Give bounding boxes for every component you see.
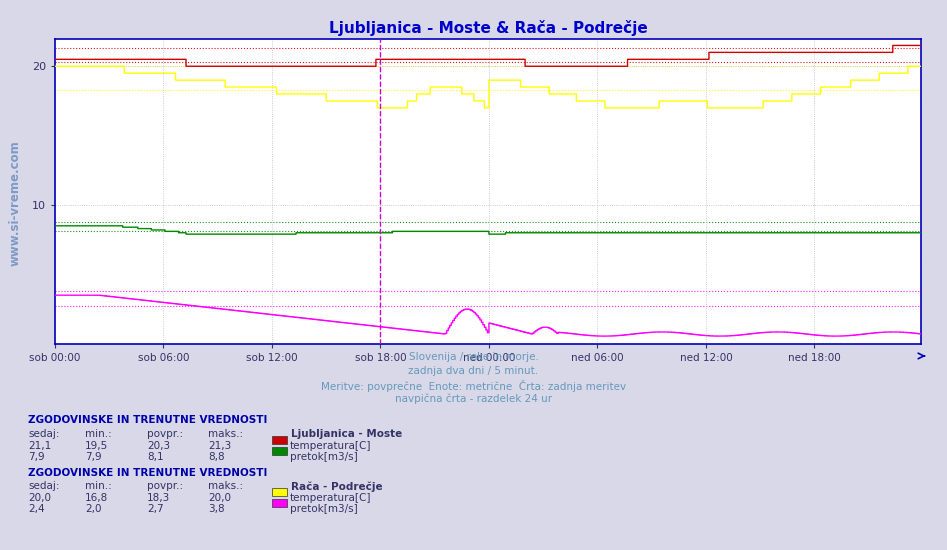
- Text: 20,3: 20,3: [147, 441, 170, 451]
- Text: 16,8: 16,8: [85, 493, 109, 503]
- Text: zadnja dva dni / 5 minut.: zadnja dva dni / 5 minut.: [408, 366, 539, 376]
- Text: 3,8: 3,8: [208, 504, 225, 514]
- Text: 8,1: 8,1: [147, 452, 164, 462]
- Text: www.si-vreme.com: www.si-vreme.com: [9, 141, 22, 266]
- Text: maks.:: maks.:: [208, 481, 243, 491]
- Text: temperatura[C]: temperatura[C]: [290, 493, 371, 503]
- Text: 20,0: 20,0: [28, 493, 51, 503]
- Title: Ljubljanica - Moste & Rača - Podrečje: Ljubljanica - Moste & Rača - Podrečje: [329, 20, 648, 36]
- Text: 20,0: 20,0: [208, 493, 231, 503]
- Text: sedaj:: sedaj:: [28, 481, 60, 491]
- Text: 21,3: 21,3: [208, 441, 232, 451]
- Text: 19,5: 19,5: [85, 441, 109, 451]
- Text: Slovenija / reke in morje.: Slovenija / reke in morje.: [408, 352, 539, 362]
- Text: 18,3: 18,3: [147, 493, 170, 503]
- Text: min.:: min.:: [85, 429, 112, 439]
- Text: navpična črta - razdelek 24 ur: navpična črta - razdelek 24 ur: [395, 393, 552, 404]
- Text: 2,4: 2,4: [28, 504, 45, 514]
- Text: 7,9: 7,9: [28, 452, 45, 462]
- Text: ZGODOVINSKE IN TRENUTNE VREDNOSTI: ZGODOVINSKE IN TRENUTNE VREDNOSTI: [28, 415, 268, 425]
- Text: 2,0: 2,0: [85, 504, 101, 514]
- Text: pretok[m3/s]: pretok[m3/s]: [290, 452, 358, 462]
- Text: povpr.:: povpr.:: [147, 429, 183, 439]
- Text: ZGODOVINSKE IN TRENUTNE VREDNOSTI: ZGODOVINSKE IN TRENUTNE VREDNOSTI: [28, 468, 268, 477]
- Text: maks.:: maks.:: [208, 429, 243, 439]
- Text: sedaj:: sedaj:: [28, 429, 60, 439]
- Text: 21,1: 21,1: [28, 441, 52, 451]
- Text: 2,7: 2,7: [147, 504, 164, 514]
- Text: 7,9: 7,9: [85, 452, 102, 462]
- Text: 8,8: 8,8: [208, 452, 225, 462]
- Text: Ljubljanica - Moste: Ljubljanica - Moste: [291, 429, 402, 439]
- Text: pretok[m3/s]: pretok[m3/s]: [290, 504, 358, 514]
- Text: min.:: min.:: [85, 481, 112, 491]
- Text: Rača - Podrečje: Rača - Podrečje: [291, 481, 383, 492]
- Text: Meritve: povprečne  Enote: metrične  Črta: zadnja meritev: Meritve: povprečne Enote: metrične Črta:…: [321, 379, 626, 392]
- Text: povpr.:: povpr.:: [147, 481, 183, 491]
- Text: temperatura[C]: temperatura[C]: [290, 441, 371, 451]
